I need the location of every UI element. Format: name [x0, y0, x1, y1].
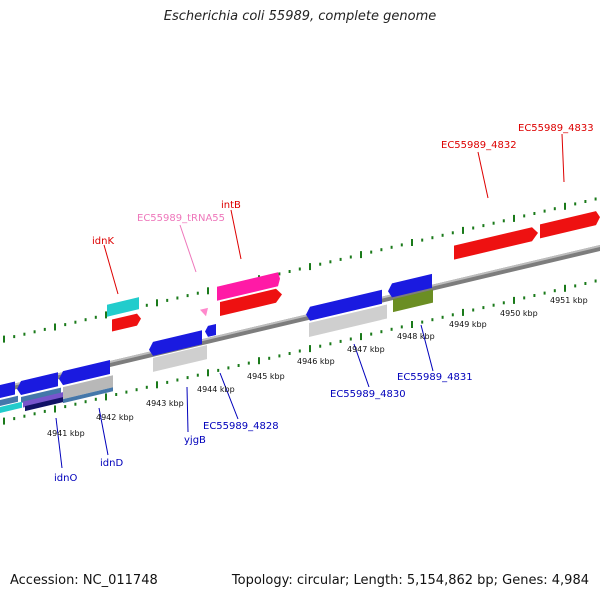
map-title: Escherichia coli 55989, complete genome — [163, 9, 437, 24]
feature-yjgB[interactable] — [149, 330, 202, 357]
genome-backbone-highlight — [0, 245, 600, 389]
scale-label-4949: 4949 kbp — [449, 320, 487, 329]
scale-label-4950: 4950 kbp — [500, 309, 538, 318]
feature-intB[interactable] — [220, 287, 282, 316]
feature-idnD[interactable] — [59, 359, 110, 386]
label-idnK[interactable]: idnK — [92, 236, 114, 247]
feature-ec55989-4830[interactable] — [306, 289, 382, 322]
feature-left-steel[interactable] — [0, 395, 18, 406]
feature-idnO-purple[interactable] — [23, 392, 63, 408]
feature-idnK-cyan[interactable] — [107, 297, 139, 317]
label-intB[interactable]: intB — [221, 200, 241, 211]
feature-ec55989-4831-green[interactable] — [393, 289, 433, 313]
label-ec55989-4833[interactable]: EC55989_4833 — [518, 123, 594, 134]
feature-ec55989-4831[interactable] — [388, 273, 432, 298]
scale-label-4947: 4947 kbp — [347, 345, 385, 354]
label-ec55989-4832[interactable]: EC55989_4832 — [441, 140, 517, 151]
scale-label-4942: 4942 kbp — [96, 413, 134, 422]
feature-idnO-steel[interactable] — [21, 387, 61, 404]
feature-ec55989-4833[interactable] — [540, 210, 600, 239]
feature-idnD-steel[interactable] — [63, 387, 113, 404]
feature-idnO[interactable] — [17, 372, 58, 396]
label-idnD[interactable]: idnD — [100, 458, 123, 469]
genome-summary-text: Topology: circular; Length: 5,154,862 bp… — [231, 573, 589, 588]
scale-label-4941: 4941 kbp — [47, 429, 85, 438]
label-yjgB[interactable]: yjgB — [184, 435, 206, 446]
accession-text: Accession: NC_011748 — [10, 573, 158, 588]
tick-track-upper — [3, 197, 597, 343]
label-ec55989-4828[interactable]: EC55989_4828 — [203, 421, 279, 432]
scale-label-4944: 4944 kbp — [197, 385, 235, 394]
feature-trna55[interactable] — [200, 307, 208, 318]
feature-idnK[interactable] — [112, 313, 141, 332]
feature-intB-rna[interactable] — [217, 272, 280, 301]
label-ec55989-4830[interactable]: EC55989_4830 — [330, 389, 406, 400]
gene-label-layer: EC55989_4833 EC55989_4832 intB EC55989_t… — [54, 123, 594, 484]
feature-layer — [0, 210, 600, 413]
label-ec55989-4831[interactable]: EC55989_4831 — [397, 372, 473, 383]
feature-left-blue[interactable] — [0, 381, 15, 398]
feature-left-cyan[interactable] — [0, 401, 22, 413]
scale-label-4945: 4945 kbp — [247, 372, 285, 381]
label-ec55989-trna55[interactable]: EC55989_tRNA55 — [137, 213, 225, 224]
feature-ec55989-4830-grey[interactable] — [309, 304, 387, 337]
tick-track-lower — [3, 279, 597, 425]
scale-label-4946: 4946 kbp — [297, 357, 335, 366]
feature-idnD-grey[interactable] — [63, 375, 113, 400]
scale-label-layer: 4941 kbp 4942 kbp 4943 kbp 4944 kbp 4945… — [47, 296, 588, 438]
feature-idnO-dark[interactable] — [25, 397, 63, 412]
scale-label-4951: 4951 kbp — [550, 296, 588, 305]
feature-ec55989-4832[interactable] — [454, 226, 538, 260]
scale-label-4943: 4943 kbp — [146, 399, 184, 408]
scale-label-4948: 4948 kbp — [397, 332, 435, 341]
label-idnO[interactable]: idnO — [54, 473, 77, 484]
feature-yjgB-grey[interactable] — [153, 345, 207, 372]
feature-ec55989-4828[interactable] — [205, 323, 216, 338]
